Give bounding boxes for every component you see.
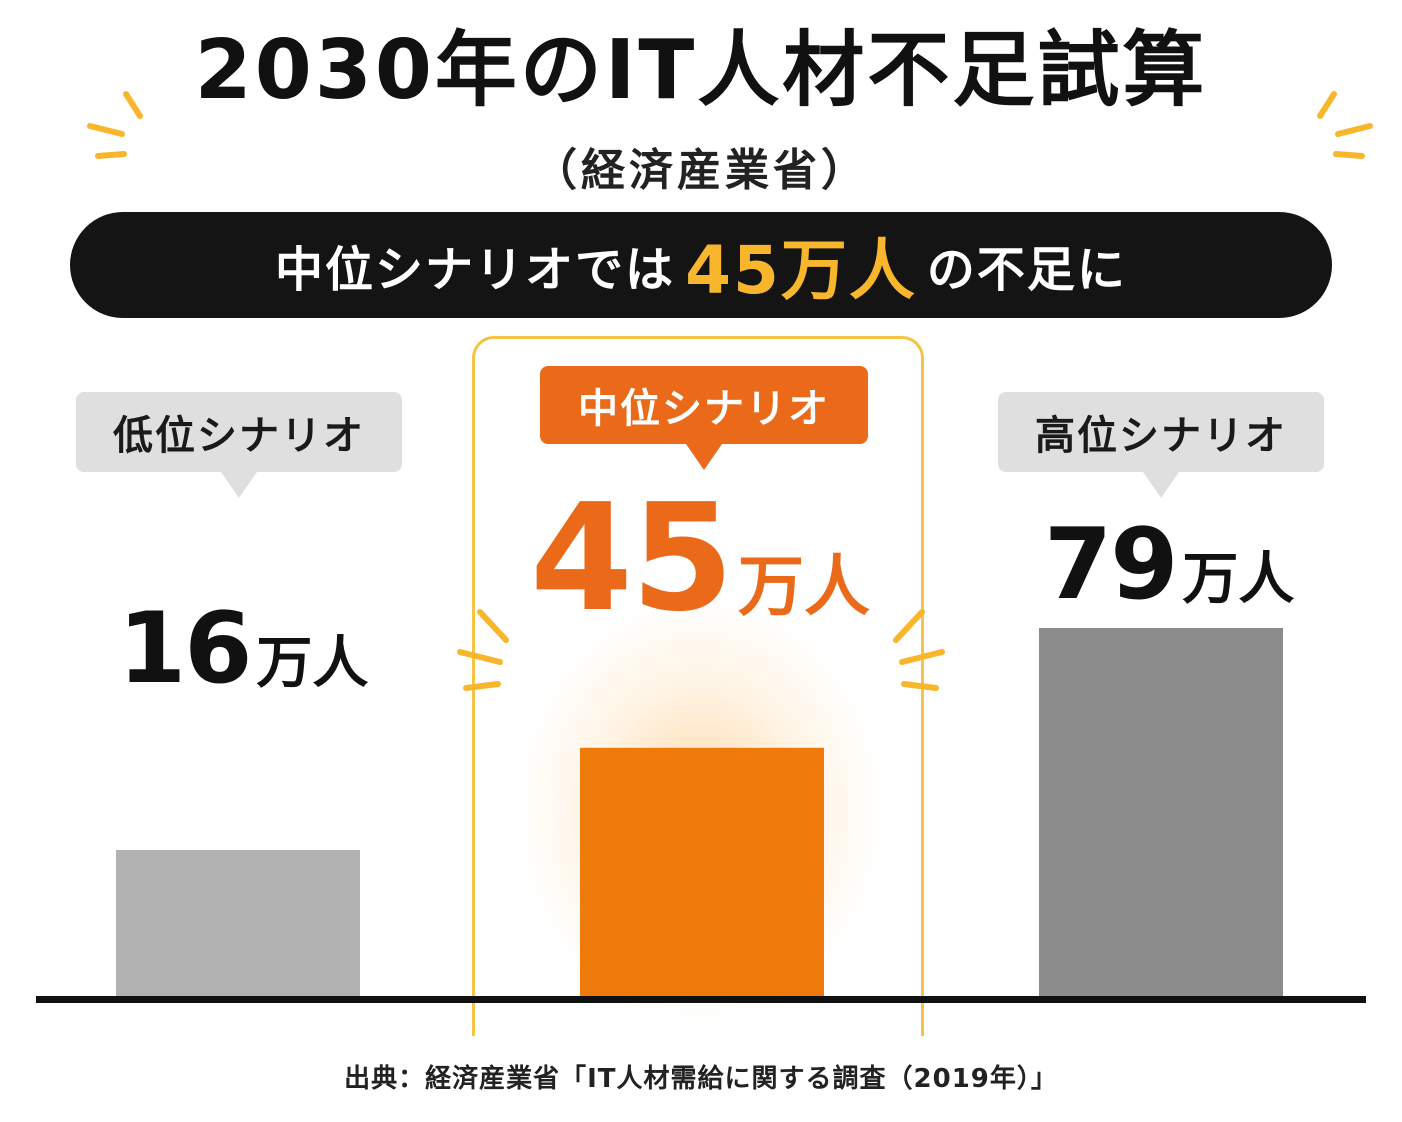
banner-highlight: 45万人: [685, 232, 917, 309]
value-number-mid: 45: [530, 472, 734, 644]
chart-baseline: [36, 996, 1366, 1003]
page-title: 2030年のIT人材不足試算: [194, 23, 1208, 118]
banner-suffix: の不足に: [926, 242, 1127, 298]
category-label-mid: 中位シナリオ: [540, 366, 868, 470]
category-label-high: 高位シナリオ: [998, 392, 1324, 498]
source-note: 出典：経済産業省「IT人材需給に関する調査（2019年）」: [344, 1064, 1058, 1094]
bar-high: [1039, 628, 1283, 998]
bar-sparkle-right-icon: [893, 609, 945, 691]
title-sparkle-left-icon: [87, 91, 143, 159]
bar-mid: [580, 747, 824, 998]
value-label-mid: 45 万人: [530, 472, 870, 644]
value-label-high: 79 万人: [1044, 508, 1294, 622]
summary-banner: 中位シナリオでは 45万人 の不足に: [70, 212, 1332, 318]
value-label-low: 16 万人: [118, 592, 368, 706]
value-unit-low: 万人: [256, 631, 369, 696]
bar-low: [116, 850, 360, 998]
banner-prefix: 中位シナリオでは: [275, 242, 676, 298]
value-unit-high: 万人: [1182, 547, 1295, 612]
value-number-low: 16: [118, 592, 252, 706]
bar-sparkle-left-icon: [457, 609, 509, 691]
page-subtitle: （経済産業省）: [533, 145, 869, 196]
value-number-high: 79: [1044, 508, 1178, 622]
value-unit-mid: 万人: [737, 548, 870, 625]
title-sparkle-right-icon: [1317, 91, 1373, 159]
category-label-low: 低位シナリオ: [76, 392, 402, 498]
